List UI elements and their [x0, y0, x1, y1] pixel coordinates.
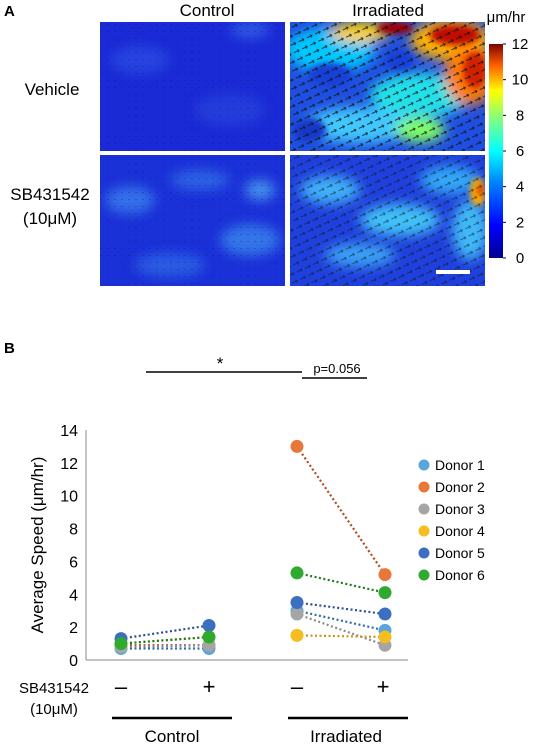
legend-marker: [418, 459, 430, 471]
series-line-donor-6: [296, 571, 386, 594]
panel-a-label: A: [4, 3, 15, 20]
legend-label: Donor 3: [435, 501, 485, 517]
series-connector: [209, 635, 297, 637]
series-line-donor-1: [296, 609, 386, 632]
data-point-donor-6: [290, 566, 304, 580]
colorbar-tick-label: 0: [516, 250, 524, 267]
column-label-control: Control: [180, 1, 235, 20]
series-connector: [209, 446, 297, 645]
colorbar-tick-label: 8: [516, 107, 524, 124]
data-point-donor-6: [202, 630, 216, 644]
data-point-donor-4: [290, 628, 304, 642]
colorbar-unit: μm/hr: [487, 9, 526, 26]
y-tick-label: 10: [60, 489, 78, 506]
sign-irradiated-minus: –: [291, 674, 304, 699]
y-tick-label: 8: [69, 522, 78, 539]
significance-star: *: [217, 354, 224, 373]
legend-label: Donor 5: [435, 545, 485, 561]
y-tick-label: 4: [69, 587, 78, 604]
data-point-donor-5: [378, 607, 392, 621]
velocity-map-irradiated-sb431542: [290, 155, 485, 286]
series-line-donor-5: [296, 601, 386, 616]
p-value: p=0.056: [313, 361, 360, 376]
sign-irradiated-plus: +: [377, 674, 390, 699]
series-line-donor-3: [120, 644, 210, 648]
legend-label: Donor 4: [435, 523, 485, 539]
series-connector: [209, 611, 297, 649]
legend: Donor 1 Donor 2 Donor 3 Donor 4 Donor 5 Donor…: [418, 457, 485, 583]
group-label-irradiated: Irradiated: [310, 727, 382, 746]
row-label-vehicle: Vehicle: [25, 80, 80, 99]
series-connector: [209, 603, 297, 626]
series-line-donor-3: [296, 612, 386, 647]
data-point-donor-6: [378, 586, 392, 600]
y-tick-label: 12: [60, 456, 78, 473]
data-point-donor-3: [290, 607, 304, 621]
y-tick-labels: 0 2 4 6 8 10 12 14: [60, 423, 78, 670]
data-point-donor-6: [114, 637, 128, 651]
scale-bar: [436, 270, 470, 274]
legend-label: Donor 2: [435, 479, 485, 495]
y-tick-label: 6: [69, 554, 78, 571]
row-label-sb431542: SB431542: [10, 185, 89, 204]
series-line-donor-6: [120, 635, 210, 645]
colorbar-tick-label: 4: [516, 179, 524, 196]
row-label-sb431542-conc: (10μM): [23, 209, 77, 228]
legend-marker: [418, 481, 430, 493]
colorbar-tick-label: 12: [512, 36, 529, 53]
velocity-map-irradiated-vehicle: [290, 22, 485, 151]
series-line-donor-4: [120, 635, 210, 645]
group-label-control: Control: [145, 727, 200, 746]
data-point-donor-5: [202, 619, 216, 632]
treatment-label-conc: (10μM): [30, 701, 78, 718]
series-points: [114, 439, 392, 655]
colorbar-tick-label: 6: [516, 143, 524, 160]
panel-b-label: B: [4, 340, 15, 357]
data-point-donor-5: [290, 596, 304, 609]
series-line-donor-2: [296, 445, 386, 576]
legend-marker: [418, 547, 430, 559]
velocity-map-control-vehicle: [100, 22, 285, 151]
sign-control-plus: +: [203, 674, 216, 699]
treatment-label: SB431542: [19, 680, 89, 697]
y-tick-label: 14: [60, 423, 78, 440]
series-lines: [120, 445, 386, 650]
sign-control-minus: –: [115, 674, 128, 699]
legend-label: Donor 1: [435, 457, 485, 473]
y-tick-label: 2: [69, 620, 78, 637]
y-axis-label: Average Speed (μm/hr): [28, 457, 47, 634]
series-line-donor-5: [120, 624, 210, 640]
colorbar-tick-label: 10: [512, 72, 529, 89]
colorbar: [489, 44, 503, 258]
y-tick-label: 0: [69, 653, 78, 670]
series-connector: [209, 573, 297, 637]
legend-marker: [418, 525, 430, 537]
data-point-donor-4: [378, 630, 392, 644]
data-point-donor-2: [290, 439, 304, 453]
velocity-map-control-sb431542: [100, 155, 285, 286]
legend-marker: [418, 503, 430, 515]
column-label-irradiated: Irradiated: [352, 1, 424, 20]
colorbar-tick-label: 2: [516, 214, 524, 231]
series-connector: [209, 614, 297, 645]
data-point-donor-2: [378, 568, 392, 582]
colorbar-ticks: 0 2 4 6 8 10 12: [503, 36, 528, 267]
legend-label: Donor 6: [435, 567, 485, 583]
series-line-donor-4: [296, 634, 386, 639]
legend-marker: [418, 569, 430, 581]
